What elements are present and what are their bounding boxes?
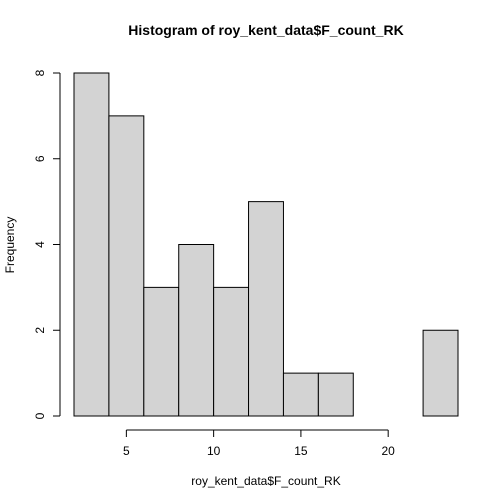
y-tick-label: 0 (33, 412, 47, 419)
y-tick-label: 2 (33, 327, 47, 334)
y-axis: 0 2 4 6 8 (33, 69, 61, 419)
x-axis: 5 10 15 20 (123, 429, 396, 458)
x-tick-label: 15 (294, 444, 308, 458)
x-tick-label: 5 (123, 444, 130, 458)
y-axis-label: Frequency (3, 217, 17, 274)
histogram-bar-2 (108, 115, 145, 417)
y-tick-label: 8 (33, 69, 47, 76)
histogram-bar-11 (422, 329, 459, 417)
histogram-bar-4 (178, 244, 215, 417)
x-tick-label: 20 (382, 444, 396, 458)
histogram-bar-7 (282, 372, 319, 417)
histogram-bar-6 (248, 201, 284, 417)
chart-title: Histogram of roy_kent_data$F_count_RK (128, 22, 403, 38)
y-tick-label: 6 (33, 155, 47, 162)
y-tick-label: 4 (33, 241, 47, 248)
histogram-bar-1 (73, 72, 110, 417)
histogram-bar-5 (213, 286, 250, 417)
bars-group (73, 72, 459, 417)
x-axis-label: roy_kent_data$F_count_RK (191, 474, 340, 488)
histogram-bar-8 (317, 372, 354, 417)
histogram-bar-3 (143, 286, 180, 417)
x-tick-label: 10 (207, 444, 221, 458)
